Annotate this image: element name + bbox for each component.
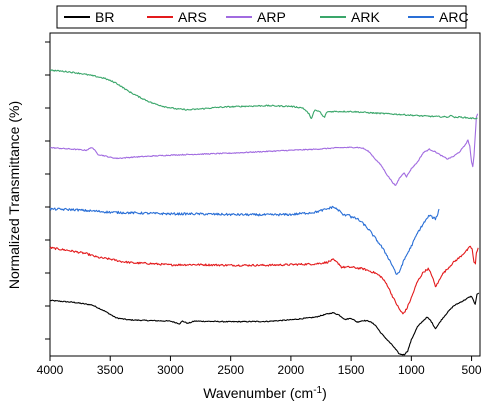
- series-group: [49, 69, 480, 356]
- y-axis-ticks: [45, 41, 50, 340]
- series-line-arp: [49, 113, 479, 186]
- x-tick-label: 3500: [97, 363, 124, 377]
- legend-label-arc: ARC: [439, 9, 469, 25]
- x-tick-label: 2500: [217, 363, 244, 377]
- x-tick-label: 500: [462, 363, 482, 377]
- series-line-ars: [49, 245, 479, 315]
- x-tick-label: 3000: [157, 363, 184, 377]
- plot-frame: [49, 32, 481, 357]
- x-tick-label: 1000: [398, 363, 425, 377]
- x-axis-title: Wavenumber (cm-1): [203, 385, 327, 401]
- x-tick-label: 2000: [278, 363, 305, 377]
- x-axis-ticks: 4000 3500 3000 2500 2000 1500 1000 500: [37, 356, 482, 377]
- legend-box: [56, 5, 467, 29]
- x-tick-label: 1500: [338, 363, 365, 377]
- y-axis-title: Normalized Transmittance (%): [6, 101, 22, 289]
- legend-label-ars: ARS: [178, 9, 207, 25]
- legend-label-ark: ARK: [351, 9, 380, 25]
- legend-label-br: BR: [95, 9, 114, 25]
- series-line-ark: [49, 69, 478, 120]
- legend-label-arp: ARP: [257, 9, 286, 25]
- series-line-arc: [49, 205, 440, 275]
- x-tick-label: 4000: [37, 363, 64, 377]
- legend: BR ARS ARP ARK ARC: [56, 5, 469, 29]
- series-line-br: [49, 292, 480, 356]
